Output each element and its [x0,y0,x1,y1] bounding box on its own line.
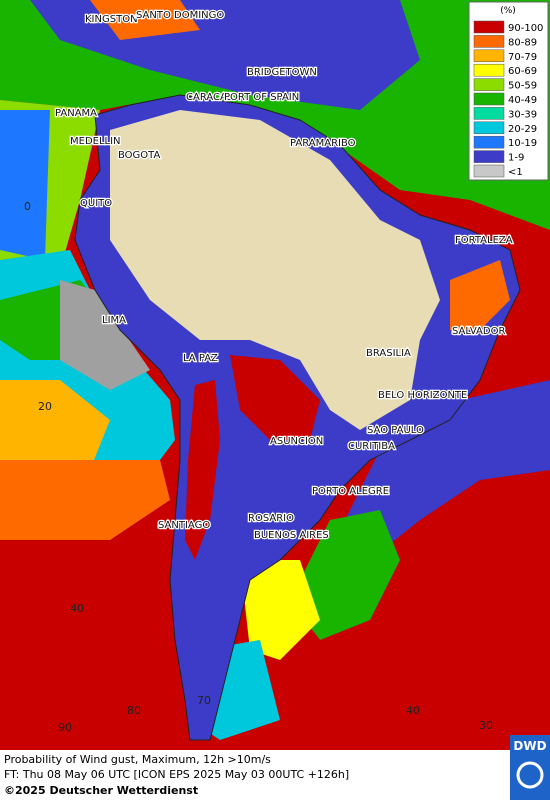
city-label: FORTALEZA [455,235,513,246]
city-label: SALVADOR [452,326,505,337]
footer-line: FT: Thu 08 May 06 UTC [ICON EPS 2025 May… [4,768,349,781]
latitude-label: 40 [70,602,84,615]
city-label: LIMA [102,315,126,326]
city-label: CURITIBA [348,441,395,452]
city-label: SAO PAULO [367,425,424,436]
legend-swatch [473,92,505,106]
longitude-label: 30 [479,719,493,732]
legend-swatch [473,63,505,77]
legend-swatch [473,78,505,91]
city-label: BRASILIA [366,348,411,359]
city-label: PORTO ALEGRE [312,486,389,497]
legend-swatch [473,107,505,120]
legend-swatch [473,20,505,34]
legend-label: 10-19 [508,138,537,149]
high-wind-ne-brazil [450,260,510,330]
low-probability-area [110,110,440,430]
legend: (%) 90-100 80-89 70-79 60-69 50-59 40-49 30-39… [468,1,549,181]
latitude-label: 0 [24,200,31,213]
city-label: MEDELLIN [70,136,121,147]
legend-label: 70-79 [508,52,537,63]
city-label: SANTO DOMINGO [136,10,224,21]
legend-swatch [473,35,505,48]
legend-label: 1-9 [508,153,524,164]
city-label: ROSARIO [248,513,294,524]
copyright: ©2025 Deutscher Wetterdienst [4,784,198,797]
high-wind-chaco [230,355,320,440]
field-zones [0,0,550,740]
legend-label: 60-69 [508,66,537,77]
longitude-label: 70 [197,694,211,707]
legend-swatch [473,49,505,63]
legend-title: (%) [500,6,516,16]
city-label: PORT OF SPAIN [224,92,299,103]
city-label: BUENOS AIRES [254,530,329,541]
latitude-label: 20 [38,400,52,413]
legend-label: 80-89 [508,37,537,48]
legend-swatch [473,121,505,135]
city-label: PARAMARIBO [290,138,356,149]
logo-icon [516,761,544,789]
city-label: BOGOTA [118,150,161,161]
city-label: ASUNCION [270,436,323,447]
legend-swatch [473,135,505,149]
longitude-label: 90 [58,721,72,734]
longitude-label: 40 [406,704,420,717]
city-label: CARACAS [186,92,233,103]
city-label: BRIDGETOWN [247,67,317,78]
city-label: QUITO [80,198,112,209]
legend-label: 50-59 [508,81,537,92]
logo-text: DWD [513,739,546,753]
legend-label: 30-39 [508,109,537,120]
city-label: PANAMA [55,108,97,119]
footer-box [0,750,510,800]
legend-label: 90-100 [508,23,543,34]
longitude-label: 80 [127,704,141,717]
city-label: KINGSTON [85,14,138,25]
logo-box [510,735,550,800]
city-label: SANTIAGO [158,520,210,531]
legend-swatch [473,150,505,163]
legend-label: <1 [508,167,523,178]
city-label: LA PAZ [183,353,218,364]
legend-swatch [473,164,505,178]
legend-label: 20-29 [508,124,537,135]
footer-line: Probability of Wind gust, Maximum, 12h >… [4,753,271,766]
legend-label: 40-49 [508,95,537,106]
high-wind-andes [185,380,220,560]
city-label: BELO HORIZONTE [378,390,467,401]
